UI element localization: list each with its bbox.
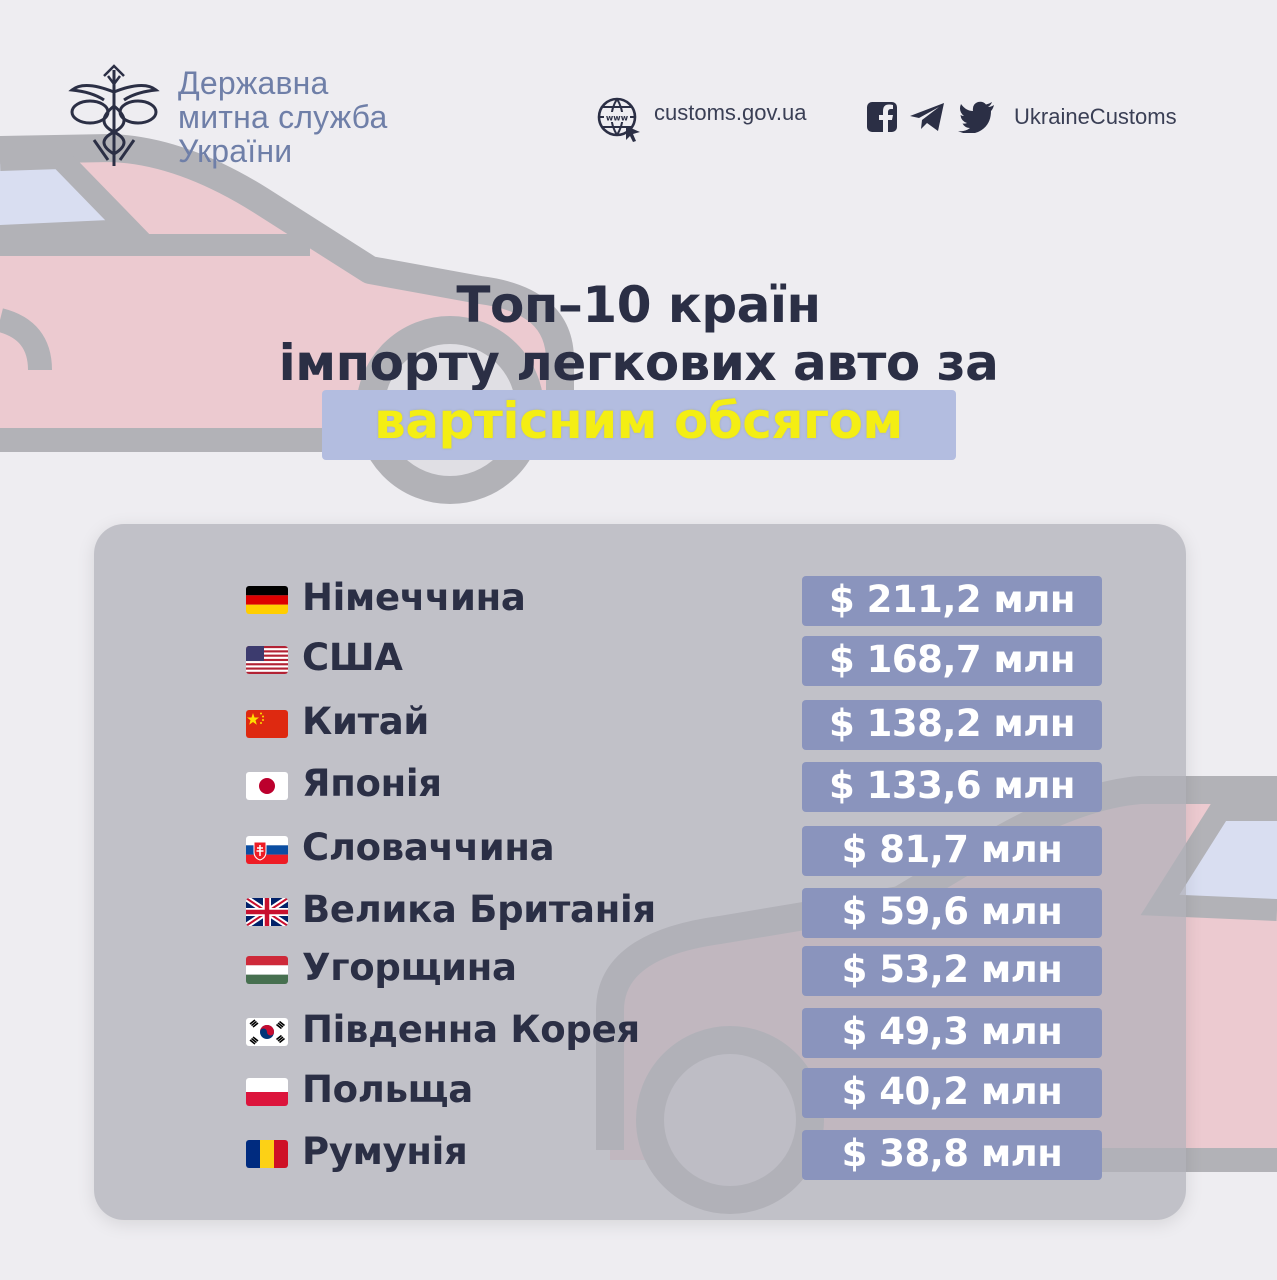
uk-flag-icon	[246, 898, 288, 926]
customs-emblem-logo	[68, 64, 160, 166]
ranking-row: Японія $ 133,6 млн	[0, 762, 1277, 820]
title-line-1: Топ–10 країн	[456, 276, 821, 334]
country-name: Південна Корея	[302, 1008, 640, 1051]
import-value: $ 133,6 млн	[829, 764, 1075, 807]
title-line-3-highlight: вартісним обсягом	[374, 392, 903, 450]
slovakia-flag-icon	[246, 836, 288, 864]
value-badge	[802, 1068, 1102, 1118]
ranking-row: Південна Корея $ 49,3 млн	[0, 1008, 1277, 1066]
import-value: $ 211,2 млн	[829, 578, 1075, 621]
import-value: $ 168,7 млн	[829, 638, 1075, 681]
facebook-icon[interactable]	[866, 101, 898, 133]
country-name: Велика Британія	[302, 888, 656, 931]
romania-flag-icon	[246, 1140, 288, 1168]
value-badge	[802, 888, 1102, 938]
import-value: $ 81,7 млн	[841, 828, 1063, 871]
org-name-line-3: України	[178, 133, 293, 169]
ranking-row: Словаччина $ 81,7 млн	[0, 826, 1277, 884]
country-name: Японія	[302, 762, 442, 805]
country-name: Німеччина	[302, 576, 526, 619]
country-name: Китай	[302, 700, 430, 743]
country-name: Польща	[302, 1068, 473, 1111]
usa-flag-icon	[246, 646, 288, 674]
country-name: США	[302, 636, 403, 679]
south-korea-flag-icon	[246, 1018, 288, 1046]
poland-flag-icon	[246, 1078, 288, 1106]
title-line-2: імпорту легкових авто за	[278, 334, 999, 392]
import-value: $ 38,8 млн	[841, 1132, 1063, 1175]
telegram-icon[interactable]	[908, 101, 946, 133]
org-name-line-1: Державна	[178, 65, 329, 101]
website-link[interactable]: customs.gov.ua	[654, 100, 807, 125]
svg-text:www: www	[606, 114, 629, 123]
value-badge	[802, 636, 1102, 686]
social-handle: UkraineCustoms	[1014, 104, 1177, 129]
organization-name: Державна митна служба України	[178, 66, 387, 168]
ranking-row: США $ 168,7 млн	[0, 636, 1277, 694]
hungary-flag-icon	[246, 956, 288, 984]
value-badge	[802, 1008, 1102, 1058]
ranking-row: Німеччина $ 211,2 млн	[0, 576, 1277, 634]
value-badge	[802, 1130, 1102, 1180]
value-badge	[802, 700, 1102, 750]
country-name: Румунія	[302, 1130, 468, 1173]
value-badge	[802, 826, 1102, 876]
import-value: $ 53,2 млн	[841, 948, 1063, 991]
org-name-line-2: митна служба	[178, 99, 388, 135]
website-globe-icon: www	[597, 97, 640, 142]
value-badge	[802, 576, 1102, 626]
ranking-row: Польща $ 40,2 млн	[0, 1068, 1277, 1126]
import-value: $ 49,3 млн	[841, 1010, 1063, 1053]
japan-flag-icon	[246, 772, 288, 800]
import-value: $ 40,2 млн	[841, 1070, 1063, 1113]
country-name: Словаччина	[302, 826, 555, 869]
twitter-icon[interactable]	[958, 101, 996, 133]
germany-flag-icon	[246, 586, 288, 614]
value-badge	[802, 946, 1102, 996]
value-badge	[802, 762, 1102, 812]
ranking-row: Велика Британія $ 59,6 млн	[0, 888, 1277, 946]
title-highlight-box	[322, 390, 956, 460]
ranking-row: Китай $ 138,2 млн	[0, 700, 1277, 758]
import-value: $ 138,2 млн	[829, 702, 1075, 745]
china-flag-icon	[246, 710, 288, 738]
country-name: Угорщина	[302, 946, 517, 989]
ranking-row: Угорщина $ 53,2 млн	[0, 946, 1277, 1004]
import-value: $ 59,6 млн	[841, 890, 1063, 933]
ranking-row: Румунія $ 38,8 млн	[0, 1130, 1277, 1188]
